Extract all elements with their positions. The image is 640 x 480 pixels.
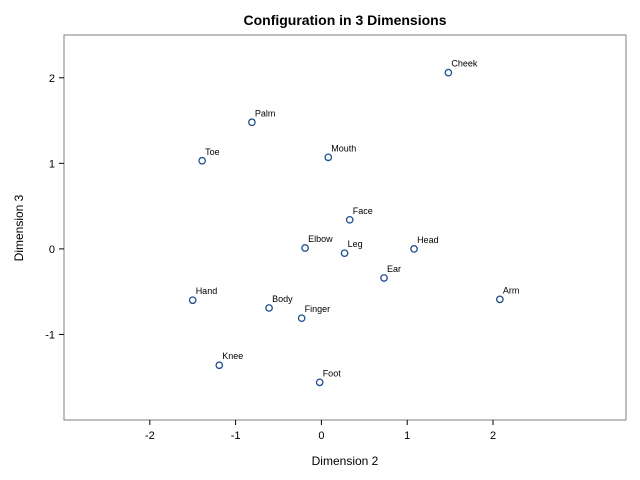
point-hand	[188, 296, 197, 305]
point-arm	[496, 295, 504, 304]
point-finger	[297, 314, 306, 323]
point-palm	[248, 118, 256, 127]
x-tick-label-4: 2	[490, 430, 496, 442]
y-tick-label-1: 0	[49, 244, 55, 256]
point-label-face: Face	[353, 206, 373, 216]
x-tick-label-0: -2	[145, 430, 155, 442]
chart-title: Configuration in 3 Dimensions	[243, 12, 446, 28]
point-label-palm: Palm	[255, 108, 276, 118]
point-cheek	[444, 68, 453, 77]
point-label-leg: Leg	[348, 239, 363, 249]
point-foot	[315, 378, 324, 387]
plot-frame	[63, 34, 627, 421]
x-tick-label-1: -1	[231, 430, 241, 442]
point-elbow	[301, 244, 309, 252]
data-points: Cheek Palm Toe Mouth Face Elbow Leg Head Ear Arm H…	[188, 59, 520, 387]
point-label-knee: Knee	[222, 351, 243, 361]
y-tick-label-3: 2	[49, 73, 55, 85]
point-label-elbow: Elbow	[308, 234, 333, 244]
y-tick-label-2: 1	[49, 158, 55, 170]
x-tick-label-3: 1	[404, 430, 410, 442]
point-label-ear: Ear	[387, 264, 401, 274]
point-toe	[198, 156, 206, 165]
point-label-cheek: Cheek	[451, 59, 478, 69]
point-label-head: Head	[417, 235, 439, 245]
point-label-hand: Hand	[196, 286, 218, 296]
point-label-toe: Toe	[205, 147, 220, 157]
point-label-foot: Foot	[323, 368, 342, 378]
point-label-arm: Arm	[503, 285, 520, 295]
y-axis: -1 0 1 2	[45, 73, 64, 341]
x-axis-label: Dimension 2	[312, 454, 379, 468]
point-ear	[380, 274, 388, 282]
point-mouth	[324, 153, 333, 162]
point-label-mouth: Mouth	[331, 143, 356, 153]
point-knee	[215, 361, 224, 370]
y-tick-label-0: -1	[45, 329, 55, 341]
point-body	[265, 304, 273, 312]
point-label-finger: Finger	[305, 304, 331, 314]
point-label-body: Body	[272, 294, 293, 304]
point-head	[410, 245, 418, 253]
x-tick-label-2: 0	[318, 430, 324, 442]
point-face	[345, 215, 354, 224]
point-leg	[340, 249, 349, 258]
x-axis: -2 -1 0 1 2	[145, 420, 496, 442]
y-axis-label: Dimension 3	[12, 194, 26, 261]
